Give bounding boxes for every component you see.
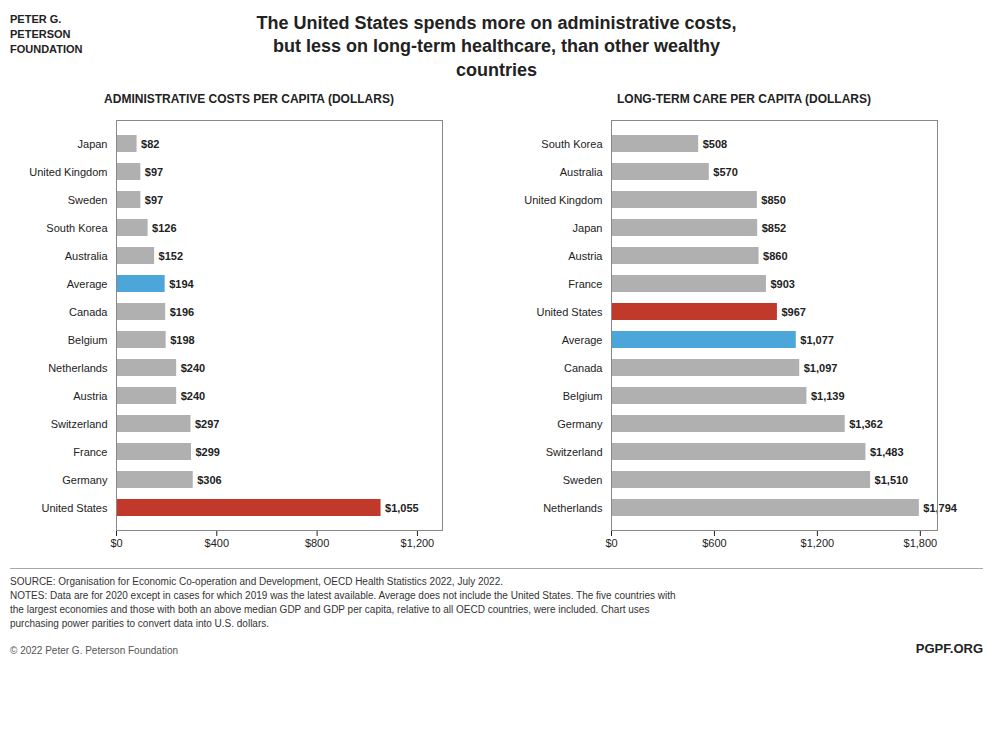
svg-text:Netherlands: Netherlands bbox=[543, 502, 603, 514]
svg-text:$903: $903 bbox=[770, 278, 794, 290]
svg-text:Average: Average bbox=[67, 278, 108, 290]
svg-text:Average: Average bbox=[562, 334, 603, 346]
svg-text:Switzerland: Switzerland bbox=[546, 446, 603, 458]
svg-text:Australia: Australia bbox=[560, 166, 604, 178]
svg-text:$97: $97 bbox=[145, 194, 163, 206]
svg-text:$400: $400 bbox=[205, 537, 229, 549]
svg-text:$240: $240 bbox=[181, 390, 205, 402]
svg-text:Belgium: Belgium bbox=[563, 390, 603, 402]
html-text:LONG-TERM CARE PER CAPITA (DOL: LONG-TERM CARE PER CAPITA (DOLLARS) bbox=[617, 92, 871, 107]
svg-text:$297: $297 bbox=[195, 418, 219, 430]
svg-text:$299: $299 bbox=[195, 446, 219, 458]
html-text:© 2022 Peter G. Peterson Found: © 2022 Peter G. Peterson Foundation bbox=[10, 645, 178, 657]
svg-text:South Korea: South Korea bbox=[46, 222, 108, 234]
html-text:PGPF.ORG: PGPF.ORG bbox=[915, 641, 983, 657]
svg-text:$240: $240 bbox=[181, 362, 205, 374]
svg-text:$1,097: $1,097 bbox=[804, 362, 838, 374]
html-text:The United States spends more: The United States spends more on adminis… bbox=[256, 13, 737, 80]
html-text:ADMINISTRATIVE COSTS PER CAPIT: ADMINISTRATIVE COSTS PER CAPITA (DOLLARS… bbox=[104, 92, 394, 107]
svg-text:$306: $306 bbox=[197, 474, 221, 486]
svg-text:$152: $152 bbox=[159, 250, 183, 262]
svg-text:United States: United States bbox=[536, 306, 603, 318]
svg-text:$860: $860 bbox=[763, 250, 787, 262]
svg-text:$1,483: $1,483 bbox=[870, 446, 904, 458]
svg-text:Netherlands: Netherlands bbox=[48, 362, 108, 374]
svg-text:Belgium: Belgium bbox=[68, 334, 108, 346]
svg-text:South Korea: South Korea bbox=[541, 138, 603, 150]
svg-text:Japan: Japan bbox=[78, 138, 108, 150]
svg-text:France: France bbox=[73, 446, 107, 458]
svg-text:Australia: Australia bbox=[65, 250, 109, 262]
svg-text:$600: $600 bbox=[702, 537, 726, 549]
html-text:SOURCE: Organisation for Econo: SOURCE: Organisation for Economic Co-ope… bbox=[10, 576, 676, 630]
svg-text:$850: $850 bbox=[761, 194, 785, 206]
html-text:FOUNDATION: FOUNDATION bbox=[10, 42, 83, 55]
svg-text:Sweden: Sweden bbox=[563, 474, 603, 486]
svg-text:$852: $852 bbox=[762, 222, 786, 234]
svg-text:United Kingdom: United Kingdom bbox=[29, 166, 107, 178]
html-text:PETER G.: PETER G. bbox=[10, 13, 62, 25]
svg-text:$1,077: $1,077 bbox=[800, 334, 834, 346]
svg-text:Switzerland: Switzerland bbox=[51, 418, 108, 430]
svg-text:Sweden: Sweden bbox=[68, 194, 108, 206]
svg-text:$1,139: $1,139 bbox=[811, 390, 845, 402]
svg-text:$1,794: $1,794 bbox=[923, 502, 958, 514]
svg-text:$97: $97 bbox=[145, 166, 163, 178]
svg-text:$1,362: $1,362 bbox=[849, 418, 883, 430]
svg-text:$0: $0 bbox=[110, 537, 122, 549]
svg-text:$198: $198 bbox=[170, 334, 194, 346]
svg-text:Germany: Germany bbox=[557, 418, 603, 430]
html-text:PETERSON: PETERSON bbox=[10, 27, 71, 40]
svg-text:United Kingdom: United Kingdom bbox=[524, 194, 602, 206]
svg-text:Japan: Japan bbox=[573, 222, 603, 234]
svg-text:Canada: Canada bbox=[564, 362, 603, 374]
svg-text:France: France bbox=[568, 278, 602, 290]
svg-text:$508: $508 bbox=[703, 138, 727, 150]
svg-text:$1,200: $1,200 bbox=[401, 537, 435, 549]
svg-text:$967: $967 bbox=[781, 306, 805, 318]
svg-text:$126: $126 bbox=[152, 222, 176, 234]
svg-text:Austria: Austria bbox=[73, 390, 108, 402]
svg-text:United States: United States bbox=[41, 502, 108, 514]
svg-text:$194: $194 bbox=[169, 278, 194, 290]
svg-text:Canada: Canada bbox=[69, 306, 108, 318]
svg-text:$0: $0 bbox=[605, 537, 617, 549]
svg-text:$1,200: $1,200 bbox=[801, 537, 835, 549]
svg-text:$1,800: $1,800 bbox=[904, 537, 938, 549]
svg-text:Austria: Austria bbox=[568, 250, 603, 262]
svg-text:$1,510: $1,510 bbox=[875, 474, 909, 486]
svg-text:$570: $570 bbox=[713, 166, 737, 178]
svg-text:$1,055: $1,055 bbox=[385, 502, 419, 514]
svg-text:$800: $800 bbox=[305, 537, 329, 549]
svg-text:Germany: Germany bbox=[62, 474, 108, 486]
svg-text:$82: $82 bbox=[141, 138, 159, 150]
svg-text:$196: $196 bbox=[170, 306, 194, 318]
